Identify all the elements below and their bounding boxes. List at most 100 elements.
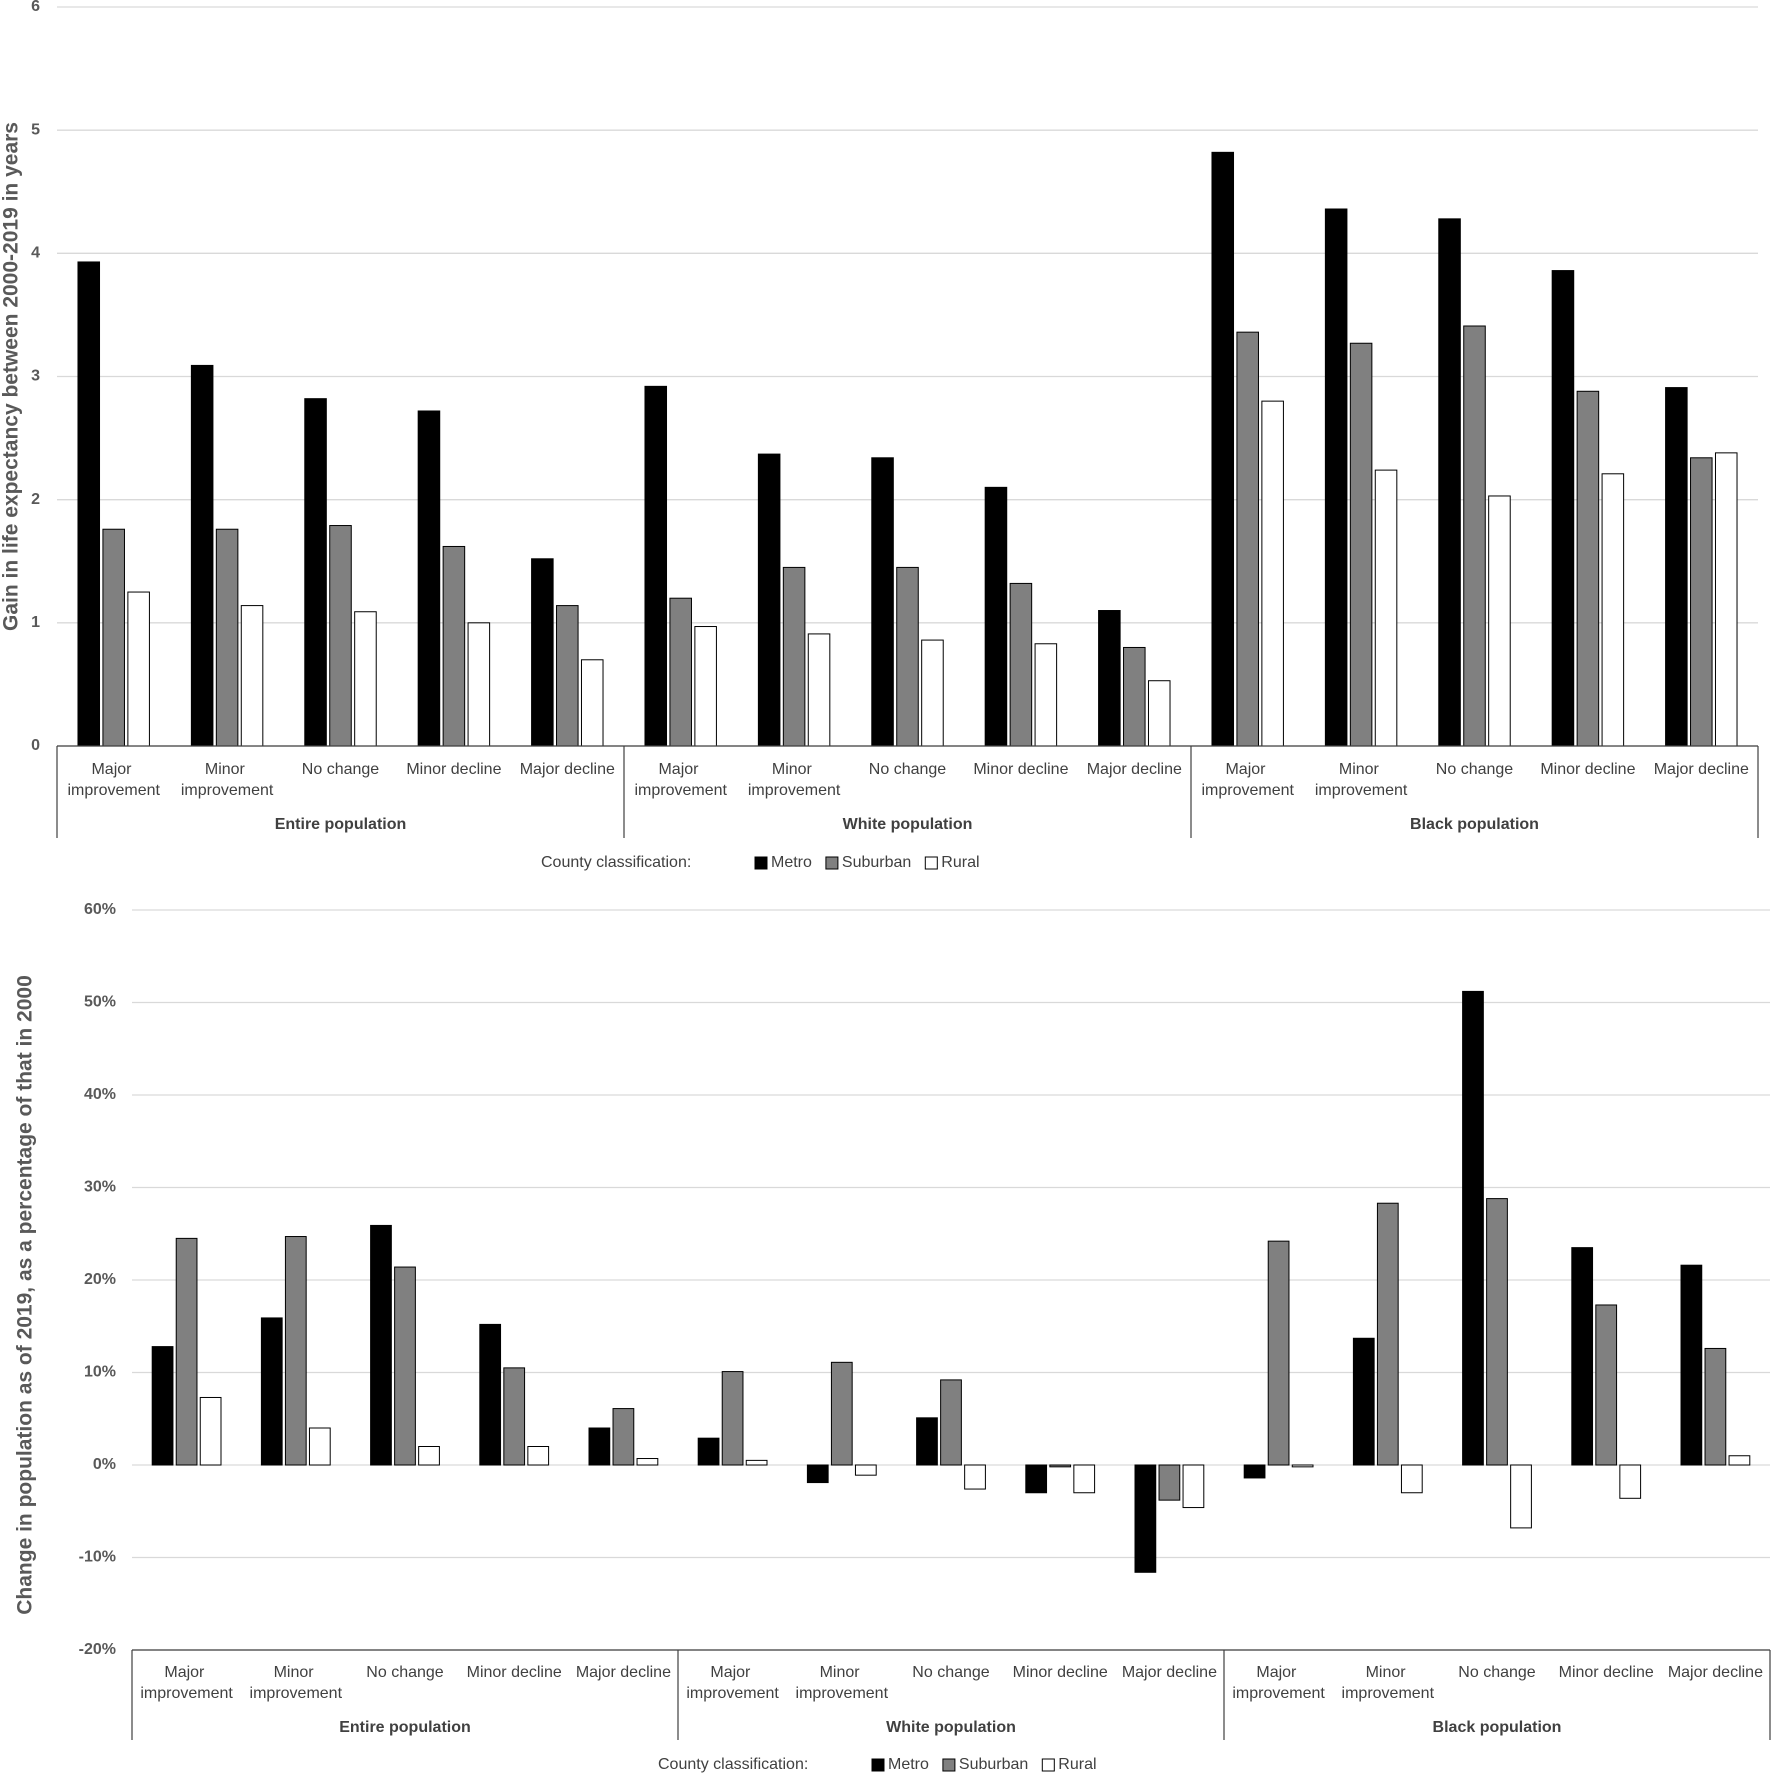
y-tick-label: 60% — [84, 901, 116, 918]
x-tick-label: Major decline — [520, 761, 615, 778]
bar — [1463, 325, 1486, 747]
y-tick-label: -10% — [79, 1549, 116, 1566]
bar — [1728, 1455, 1751, 1466]
bar — [175, 1237, 198, 1466]
y-tick-label: 0 — [31, 737, 40, 754]
bar — [102, 528, 125, 747]
x-tick-label: Major decline — [1087, 761, 1182, 778]
bar — [782, 566, 806, 747]
bar — [479, 1323, 502, 1466]
bar — [527, 1446, 550, 1466]
bar — [896, 566, 919, 747]
bar — [984, 486, 1008, 747]
bar — [1690, 457, 1713, 747]
bar — [1486, 1198, 1508, 1466]
bar — [580, 659, 604, 747]
x-tick-label: Major improvement — [686, 1664, 779, 1702]
bar — [199, 1396, 222, 1466]
bar — [1376, 1202, 1399, 1466]
bar — [1009, 582, 1033, 747]
x-tick-label: Major improvement — [1232, 1664, 1325, 1702]
bar — [77, 261, 101, 747]
bar — [1267, 1240, 1290, 1466]
bar — [669, 597, 692, 747]
bar — [1680, 1264, 1703, 1466]
bar — [354, 611, 377, 747]
legend-swatch — [754, 856, 768, 870]
group-label: Black population — [1433, 1719, 1562, 1736]
bar — [1261, 400, 1284, 747]
x-tick-label: Minor decline — [467, 1664, 562, 1681]
legend-swatch — [1041, 1758, 1055, 1772]
x-tick-label: No change — [302, 761, 379, 778]
x-tick-label: Major improvement — [634, 761, 727, 799]
bar — [940, 1379, 962, 1466]
bar — [871, 457, 894, 747]
bar — [1665, 387, 1688, 747]
bar — [1291, 1464, 1314, 1468]
bar — [531, 558, 554, 747]
x-tick-label: No change — [1458, 1664, 1535, 1681]
x-tick-label: Major improvement — [67, 761, 160, 799]
legend-title: County classification: — [541, 854, 691, 871]
bar — [1595, 1304, 1618, 1466]
y-tick-label: 10% — [84, 1364, 116, 1381]
y-tick-label: 40% — [84, 1086, 116, 1103]
bar — [1571, 1247, 1594, 1466]
bar — [370, 1224, 392, 1466]
bar — [588, 1427, 611, 1466]
y-axis-title: Gain in life expectancy between 2000-201… — [0, 122, 23, 631]
y-tick-label: 30% — [84, 1179, 116, 1196]
bar — [694, 626, 717, 747]
y-tick-label: 2 — [31, 491, 40, 508]
bar — [260, 1317, 283, 1466]
bar — [240, 605, 264, 747]
x-tick-label: Minor improvement — [250, 1664, 343, 1702]
bar — [1049, 1464, 1072, 1468]
x-tick-label: Minor improvement — [1342, 1664, 1435, 1702]
bar — [1025, 1464, 1048, 1494]
bar — [304, 398, 327, 747]
bar — [1400, 1464, 1423, 1494]
x-tick-label: No change — [912, 1664, 989, 1681]
group-label: Black population — [1410, 816, 1539, 833]
bar — [1704, 1347, 1727, 1466]
bar — [644, 385, 668, 747]
legend-label: Rural — [941, 854, 979, 871]
legend-label: Rural — [1058, 1756, 1096, 1773]
legend-label: Metro — [771, 854, 812, 871]
bar — [215, 528, 239, 747]
bar — [1488, 495, 1511, 747]
bar — [1374, 469, 1398, 747]
x-tick-label: No change — [1436, 761, 1513, 778]
legend-label: Suburban — [959, 1756, 1028, 1773]
bar — [1158, 1464, 1181, 1501]
x-tick-label: Minor decline — [1013, 1664, 1108, 1681]
bar — [467, 622, 491, 747]
x-tick-label: Major decline — [1654, 761, 1749, 778]
bar — [830, 1361, 853, 1466]
x-tick-label: No change — [366, 1664, 443, 1681]
y-tick-label: 0% — [93, 1456, 116, 1473]
legend-swatch — [825, 856, 839, 870]
bar — [1098, 610, 1121, 747]
y-tick-label: 1 — [31, 614, 40, 631]
y-tick-label: 5 — [31, 121, 40, 138]
x-tick-label: Minor improvement — [748, 761, 841, 799]
bar — [284, 1236, 307, 1466]
bar — [854, 1464, 877, 1476]
bar — [721, 1371, 744, 1466]
legend-swatch — [942, 1758, 956, 1772]
y-tick-label: 50% — [84, 994, 116, 1011]
bar — [394, 1266, 416, 1466]
bar — [1243, 1464, 1266, 1479]
y-tick-label: 4 — [31, 245, 40, 262]
x-tick-label: Minor improvement — [181, 761, 274, 799]
x-tick-label: Minor improvement — [1315, 761, 1408, 799]
bar — [757, 453, 781, 747]
legend-label: Suburban — [842, 854, 911, 871]
legend-title: County classification: — [658, 1756, 808, 1773]
bar — [127, 591, 150, 747]
bar — [1073, 1464, 1096, 1494]
bar — [1601, 473, 1625, 747]
